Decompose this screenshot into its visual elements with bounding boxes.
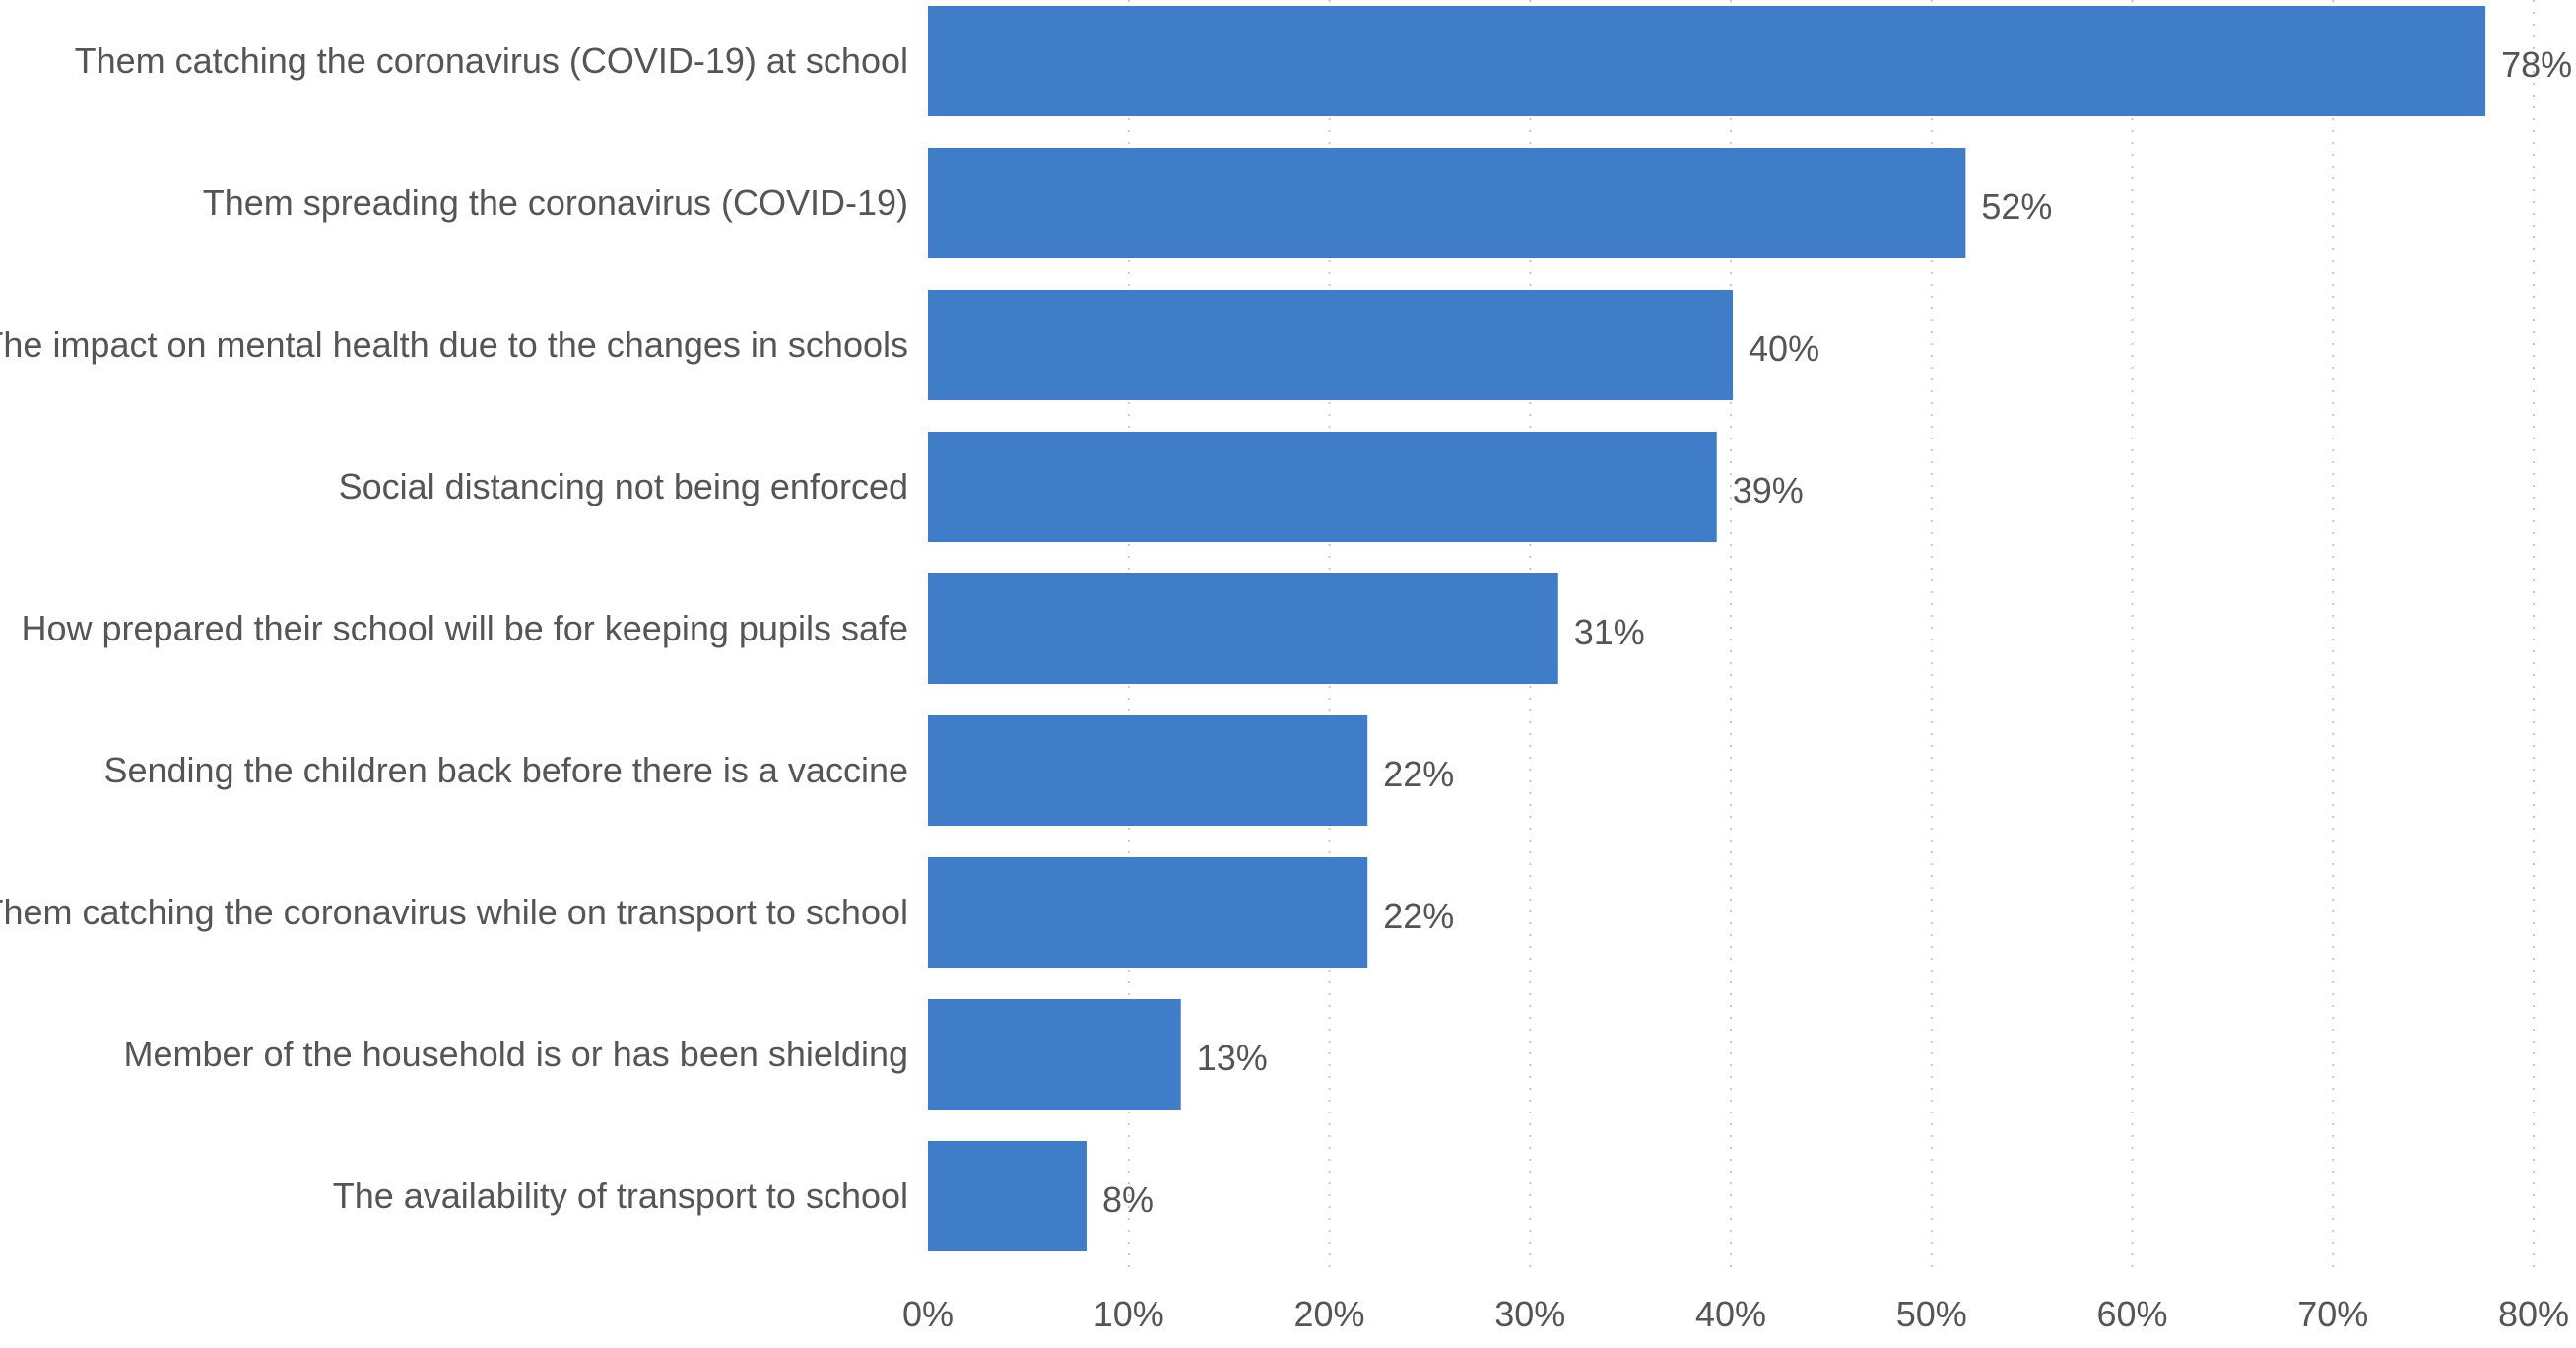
bar-5	[928, 573, 1558, 684]
category-labels: Them catching the coronavirus (COVID-19)…	[0, 40, 908, 1216]
data-label-4: 39%	[1733, 470, 1804, 510]
category-label-9: The availability of transport to school	[333, 1176, 908, 1216]
x-tick-label-80: 80%	[2498, 1294, 2569, 1334]
x-axis-ticks: 0% 10% 20% 30% 40% 50% 60% 70% 80%	[902, 1294, 2569, 1334]
data-label-3: 40%	[1749, 328, 1819, 369]
bar-9	[928, 1141, 1087, 1251]
bar-7	[928, 857, 1368, 968]
x-tick-label-60: 60%	[2096, 1294, 2167, 1334]
category-label-7: Them catching the coronavirus while on t…	[0, 892, 908, 932]
category-label-2: Them spreading the coronavirus (COVID-19…	[203, 182, 908, 223]
bar-3	[928, 290, 1734, 400]
category-label-3: The impact on mental health due to the c…	[0, 324, 908, 365]
x-tick-label-20: 20%	[1293, 1294, 1364, 1334]
bar-8	[928, 999, 1181, 1110]
data-label-6: 22%	[1383, 754, 1454, 794]
data-labels: 78% 52% 40% 39% 31% 22% 22% 13% 8%	[1102, 44, 2572, 1220]
x-tick-label-30: 30%	[1494, 1294, 1565, 1334]
data-label-8: 13%	[1197, 1038, 1268, 1078]
x-tick-label-0: 0%	[902, 1294, 954, 1334]
bar-6	[928, 715, 1368, 826]
category-label-8: Member of the household is or has been s…	[124, 1034, 909, 1074]
data-label-1: 78%	[2501, 44, 2572, 85]
category-label-4: Social distancing not being enforced	[339, 466, 908, 506]
data-label-9: 8%	[1102, 1180, 1154, 1220]
x-tick-label-40: 40%	[1695, 1294, 1766, 1334]
data-label-2: 52%	[1981, 186, 2052, 227]
category-label-1: Them catching the coronavirus (COVID-19)…	[75, 40, 908, 81]
x-tick-label-10: 10%	[1093, 1294, 1164, 1334]
bars	[928, 6, 2486, 1251]
bar-2	[928, 148, 1966, 258]
data-label-7: 22%	[1383, 896, 1454, 936]
category-label-6: Sending the children back before there i…	[103, 750, 908, 790]
category-label-5: How prepared their school will be for ke…	[22, 608, 909, 648]
x-tick-label-50: 50%	[1896, 1294, 1967, 1334]
x-tick-label-70: 70%	[2297, 1294, 2368, 1334]
data-label-5: 31%	[1574, 612, 1645, 652]
bar-1	[928, 6, 2486, 116]
bar-4	[928, 432, 1717, 542]
